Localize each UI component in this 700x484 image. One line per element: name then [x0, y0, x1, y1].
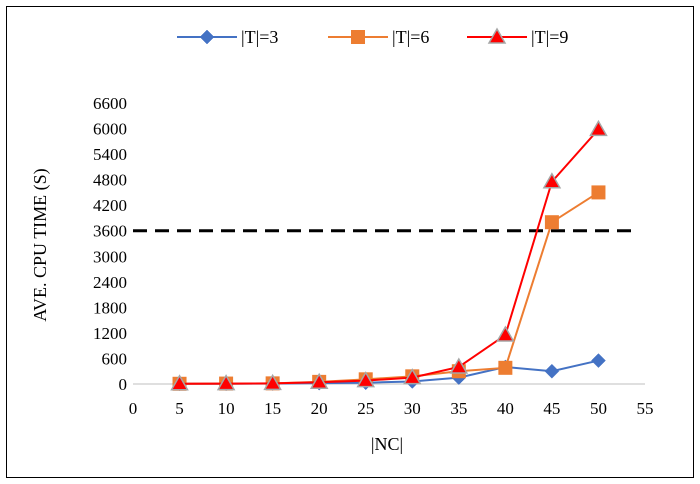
legend: |T|=3 |T|=6 |T|=9 [177, 27, 568, 47]
legend-item: |T|=9 [467, 27, 568, 47]
chart-frame: |T|=3 |T|=6 |T|=9 0 600 1200 1800 2400 3000 3600… [6, 6, 694, 478]
y-tick-label: 4800 [93, 171, 127, 190]
data-point [263, 373, 282, 391]
y-tick-label: 1800 [93, 298, 127, 317]
data-point [216, 374, 236, 391]
legend-marker [351, 30, 365, 44]
x-tick-label: 15 [264, 399, 281, 418]
x-tick-label: 45 [543, 399, 560, 418]
y-tick-label: 6000 [93, 120, 127, 139]
series-3 [170, 119, 608, 391]
y-tick-label: 1200 [93, 324, 127, 343]
data-point [309, 372, 329, 390]
series-group [170, 119, 608, 392]
y-tick-label: 4200 [93, 196, 127, 215]
x-tick-label: 10 [218, 399, 235, 418]
axes: 0600120018002400300036004200480054006000… [93, 94, 654, 418]
data-point [591, 353, 606, 368]
legend-label: |T|=6 [392, 27, 429, 47]
series-1 [172, 353, 606, 392]
data-point [170, 374, 189, 391]
y-tick-label: 600 [102, 349, 128, 368]
data-point [542, 172, 562, 189]
x-tick-label: 35 [450, 399, 467, 418]
data-point [402, 368, 422, 385]
data-point [589, 119, 608, 137]
x-tick-label: 30 [404, 399, 421, 418]
y-tick-label: 0 [119, 375, 128, 394]
data-point [356, 371, 376, 388]
legend-label: |T|=9 [531, 27, 568, 47]
data-point [544, 215, 559, 230]
legend-label: |T|=3 [241, 27, 278, 47]
x-tick-label: 20 [311, 399, 328, 418]
y-axis-title: AVE. CPU TIME (S) [30, 168, 51, 321]
data-point [449, 357, 469, 374]
x-axis-title: |NC| [371, 434, 403, 454]
series-line [179, 359, 599, 385]
data-point [496, 325, 515, 342]
legend-marker [487, 27, 507, 44]
y-tick-label: 6600 [93, 94, 127, 113]
legend-item: |T|=3 [177, 27, 278, 47]
data-point [498, 360, 513, 375]
y-tick-label: 3000 [93, 247, 127, 266]
y-tick-label: 3600 [93, 222, 127, 241]
y-tick-label: 2400 [93, 273, 127, 292]
axis-titles: AVE. CPU TIME (S) |NC| [30, 168, 403, 454]
data-point [591, 185, 606, 200]
x-tick-label: 25 [357, 399, 374, 418]
x-tick-label: 0 [129, 399, 138, 418]
legend-marker [199, 29, 215, 45]
data-point [544, 363, 560, 379]
line-chart: |T|=3 |T|=6 |T|=9 0 600 1200 1800 2400 3000 3600… [30, 27, 654, 454]
x-tick-label: 5 [175, 399, 184, 418]
x-tick-label: 40 [497, 399, 514, 418]
legend-item: |T|=6 [328, 27, 429, 47]
series-line [179, 128, 600, 385]
y-tick-label: 5400 [93, 145, 127, 164]
x-tick-label: 50 [590, 399, 607, 418]
x-tick-label: 55 [637, 399, 654, 418]
series-line [179, 191, 599, 385]
